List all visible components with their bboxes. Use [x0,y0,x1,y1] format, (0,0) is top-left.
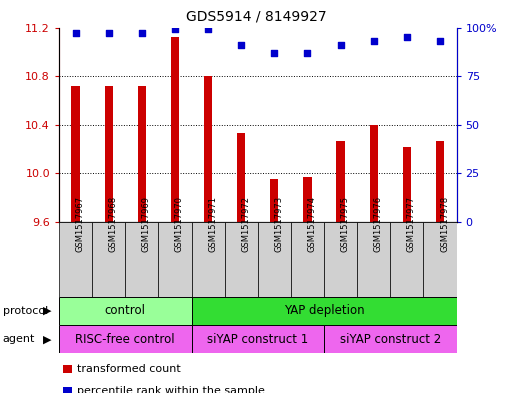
Bar [59,325,191,353]
Bar [59,297,191,325]
Text: GSM1517975: GSM1517975 [341,196,350,252]
Bar [403,147,411,222]
Text: agent: agent [3,334,35,344]
Point [137,30,146,37]
Point [370,38,378,44]
Bar [324,222,357,297]
Text: GSM1517977: GSM1517977 [407,196,416,252]
Text: GSM1517969: GSM1517969 [142,196,151,252]
Text: siYAP construct 1: siYAP construct 1 [207,332,308,346]
Bar [191,325,324,353]
Bar [303,177,311,222]
Bar [324,325,457,353]
Bar [225,222,258,297]
Point [71,30,80,37]
Bar [191,297,457,325]
Text: YAP depletion: YAP depletion [284,304,364,318]
Bar [390,222,423,297]
Text: GSM1517973: GSM1517973 [274,196,283,252]
Text: RISC-free control: RISC-free control [75,332,175,346]
Text: GSM1517974: GSM1517974 [307,196,317,252]
Bar [237,133,245,222]
Text: percentile rank within the sample: percentile rank within the sample [77,386,265,393]
Bar [191,222,225,297]
Text: control: control [105,304,146,318]
Bar [63,387,72,393]
Bar [436,141,444,222]
Text: GSM1517967: GSM1517967 [75,196,85,252]
Bar [357,222,390,297]
Point [436,38,444,44]
Bar [159,222,191,297]
Text: GSM1517970: GSM1517970 [175,196,184,252]
Text: ▶: ▶ [44,334,52,344]
Point [270,50,279,56]
Bar [270,180,279,222]
Bar [258,222,291,297]
Text: GSM1517978: GSM1517978 [440,196,449,252]
Point [171,26,179,33]
Text: GSM1517972: GSM1517972 [241,196,250,252]
Point [204,26,212,33]
Text: siYAP construct 2: siYAP construct 2 [340,332,441,346]
Text: transformed count: transformed count [77,364,181,374]
Text: GSM1517976: GSM1517976 [374,196,383,252]
Bar [291,222,324,297]
Bar [71,86,80,222]
Point [337,42,345,48]
Point [105,30,113,37]
Text: ▶: ▶ [44,306,52,316]
Point [303,50,311,56]
Bar [171,37,179,222]
Point [237,42,245,48]
Text: GSM1517971: GSM1517971 [208,196,217,252]
Bar [105,86,113,222]
Point [403,34,411,40]
Bar [423,222,457,297]
Bar [59,222,92,297]
Bar [63,365,72,373]
Bar [337,141,345,222]
Bar [204,76,212,222]
Bar [137,86,146,222]
Bar [125,222,159,297]
Bar [369,125,378,222]
Text: GDS5914 / 8149927: GDS5914 / 8149927 [186,10,327,24]
Text: GSM1517968: GSM1517968 [109,196,117,252]
Bar [92,222,125,297]
Text: protocol: protocol [3,306,48,316]
